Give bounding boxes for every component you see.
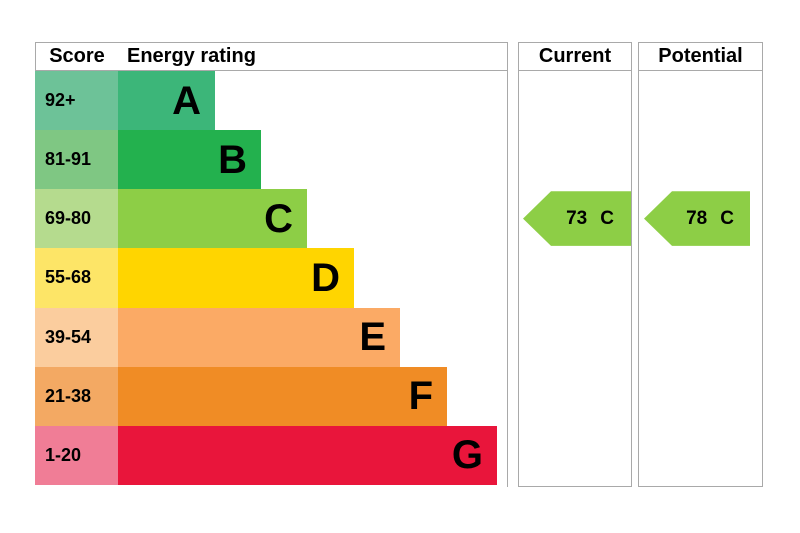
band-row-f: 21-38 F <box>35 366 508 426</box>
band-bar-d: D <box>118 248 354 308</box>
band-row-e: 39-54 E <box>35 307 508 367</box>
band-row-c: 69-80 C <box>35 189 508 249</box>
potential-header-label: Potential <box>658 45 743 67</box>
potential-rating-band: C <box>720 207 734 229</box>
band-bar-f: F <box>118 366 447 426</box>
current-header-label: Current <box>538 45 612 67</box>
band-bar-g: G <box>118 425 497 485</box>
band-score-range: 92+ <box>35 71 118 131</box>
band-bar-c: C <box>118 189 307 249</box>
band-score-range: 55-68 <box>35 248 118 308</box>
band-score-range: 81-91 <box>35 130 118 190</box>
current-column-header: Current <box>519 43 631 71</box>
band-row-d: 55-68 D <box>35 248 508 308</box>
band-bar-b: B <box>118 130 261 190</box>
band-score-range: 39-54 <box>35 307 118 367</box>
energy-rating-column-header: Energy rating <box>118 42 508 71</box>
current-rating-value: 73 <box>566 207 588 229</box>
energy-rating-column-divider <box>507 42 508 487</box>
current-rating-band: C <box>600 207 614 229</box>
potential-column-header: Potential <box>639 43 762 71</box>
band-score-range: 69-80 <box>35 189 118 249</box>
potential-rating-value: 78 <box>686 207 708 229</box>
band-row-a: 92+ A <box>35 71 508 131</box>
score-header-label: Score <box>49 45 105 67</box>
band-score-range: 1-20 <box>35 425 118 485</box>
potential-rating-arrow: 78 C <box>644 191 750 246</box>
current-rating-column: Current <box>518 42 632 487</box>
score-column-header: Score <box>35 42 119 71</box>
potential-rating-column: Potential <box>638 42 763 487</box>
energy-band-rows: 92+ A 81-91 B 69-80 C 55-68 D 39-54 E 21-38 F 1-20 G <box>35 71 508 485</box>
band-row-g: 1-20 G <box>35 425 508 485</box>
band-bar-e: E <box>118 307 400 367</box>
band-row-b: 81-91 B <box>35 130 508 190</box>
band-score-range: 21-38 <box>35 366 118 426</box>
energy-rating-header-label: Energy rating <box>127 45 256 67</box>
band-bar-a: A <box>118 71 215 131</box>
